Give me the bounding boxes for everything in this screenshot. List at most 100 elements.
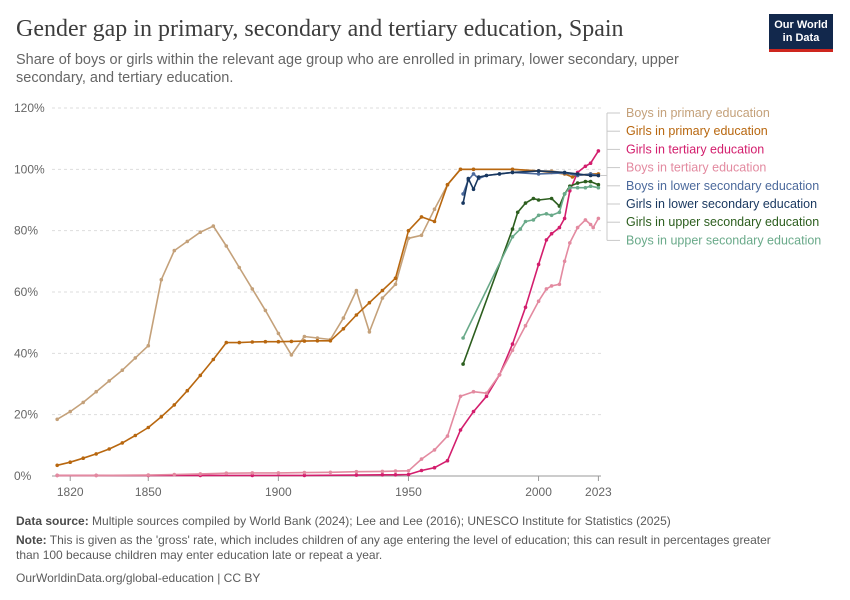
chart-note: Note: This is given as the 'gross' rate,… <box>16 533 796 563</box>
data-point <box>557 282 562 287</box>
series-girls-in-primary-education <box>55 167 601 468</box>
series-line <box>57 218 600 477</box>
data-point <box>367 300 372 305</box>
data-point <box>497 172 502 176</box>
data-point <box>302 334 307 339</box>
y-tick-label: 20% <box>14 408 38 422</box>
data-point <box>557 225 562 230</box>
data-point <box>133 433 138 438</box>
series-boys-in-tertiary-education <box>55 216 601 478</box>
data-point <box>575 181 580 185</box>
data-point <box>55 417 59 422</box>
series-line <box>462 180 599 365</box>
data-point <box>523 323 528 328</box>
data-point <box>471 187 476 192</box>
data-point <box>289 353 294 357</box>
data-point <box>531 218 536 222</box>
data-point <box>536 198 541 202</box>
data-point <box>68 460 72 465</box>
data-point <box>544 238 549 242</box>
legend-item: Girls in upper secondary education <box>626 215 819 229</box>
chart-title: Gender gap in primary, secondary and ter… <box>16 16 624 42</box>
data-point <box>557 210 562 215</box>
data-point <box>471 389 476 394</box>
data-point <box>224 471 229 476</box>
data-point <box>81 456 85 461</box>
data-point <box>172 403 177 407</box>
data-point <box>250 287 255 291</box>
data-point <box>523 219 528 224</box>
data-point <box>263 308 268 313</box>
y-tick-label: 120% <box>14 101 45 115</box>
series-girls-in-upper-secondary-education <box>461 179 601 366</box>
x-tick-label: 2023 <box>585 485 612 499</box>
data-point <box>568 241 572 245</box>
data-point <box>570 175 575 179</box>
source-url[interactable]: OurWorldinData.org/global-education | CC… <box>16 571 796 586</box>
data-point <box>588 184 593 188</box>
note-label: Note: <box>16 533 47 547</box>
data-point <box>484 173 489 178</box>
series-layer <box>55 149 601 478</box>
data-point <box>393 473 398 477</box>
data-point <box>562 216 567 221</box>
x-tick-label: 2000 <box>525 485 552 499</box>
data-point <box>159 415 164 419</box>
grid-layer <box>52 107 601 416</box>
data-point <box>518 227 523 231</box>
data-point <box>562 259 567 264</box>
axis-layer: 0% 20% 40% 60% 80% 100% 120% 1820 1850 1900 1950 20… <box>14 101 612 499</box>
data-point <box>596 173 601 178</box>
data-point <box>276 471 281 475</box>
data-point <box>107 447 111 451</box>
data-point <box>484 391 489 396</box>
data-point <box>458 428 463 432</box>
y-tick-label: 0% <box>14 469 32 483</box>
data-point <box>263 339 268 344</box>
y-tick-label: 60% <box>14 285 38 299</box>
source-url-text[interactable]: OurWorldinData.org/global-education | CC… <box>16 571 261 585</box>
data-point <box>432 448 437 452</box>
data-point <box>328 339 333 343</box>
data-point <box>367 330 372 334</box>
data-point <box>250 471 255 475</box>
data-point <box>289 339 294 344</box>
data-point <box>94 452 98 456</box>
data-point <box>224 244 229 248</box>
data-point <box>568 185 572 190</box>
data-point <box>510 170 515 175</box>
data-point <box>172 472 177 477</box>
series-girls-in-tertiary-education <box>55 149 601 478</box>
data-point <box>588 222 593 227</box>
data-point <box>523 201 528 205</box>
data-point <box>510 348 515 353</box>
series-girls-in-lower-secondary-education <box>461 169 601 205</box>
data-point <box>536 172 541 176</box>
data-point <box>68 409 72 414</box>
data-point <box>354 288 359 293</box>
data-point <box>544 287 549 291</box>
legend-item: Boys in lower secondary education <box>626 179 819 193</box>
data-point <box>185 239 190 244</box>
data-point <box>237 340 242 345</box>
data-point <box>575 225 580 230</box>
data-point <box>419 233 424 238</box>
data-point <box>432 219 437 224</box>
data-point <box>198 230 203 234</box>
data-point <box>55 463 59 468</box>
data-point <box>588 161 593 165</box>
data-point <box>146 343 151 348</box>
data-point <box>536 262 541 267</box>
data-point <box>315 336 320 340</box>
x-tick-label: 1900 <box>265 485 292 499</box>
owid-logo[interactable]: Our World in Data <box>769 14 833 52</box>
data-point <box>380 469 385 474</box>
data-point <box>315 339 320 343</box>
y-tick-label: 40% <box>14 346 38 360</box>
data-point <box>536 213 541 218</box>
data-point <box>591 225 595 230</box>
data-point <box>549 284 554 288</box>
data-point <box>544 212 549 216</box>
y-tick-label: 100% <box>14 162 45 176</box>
